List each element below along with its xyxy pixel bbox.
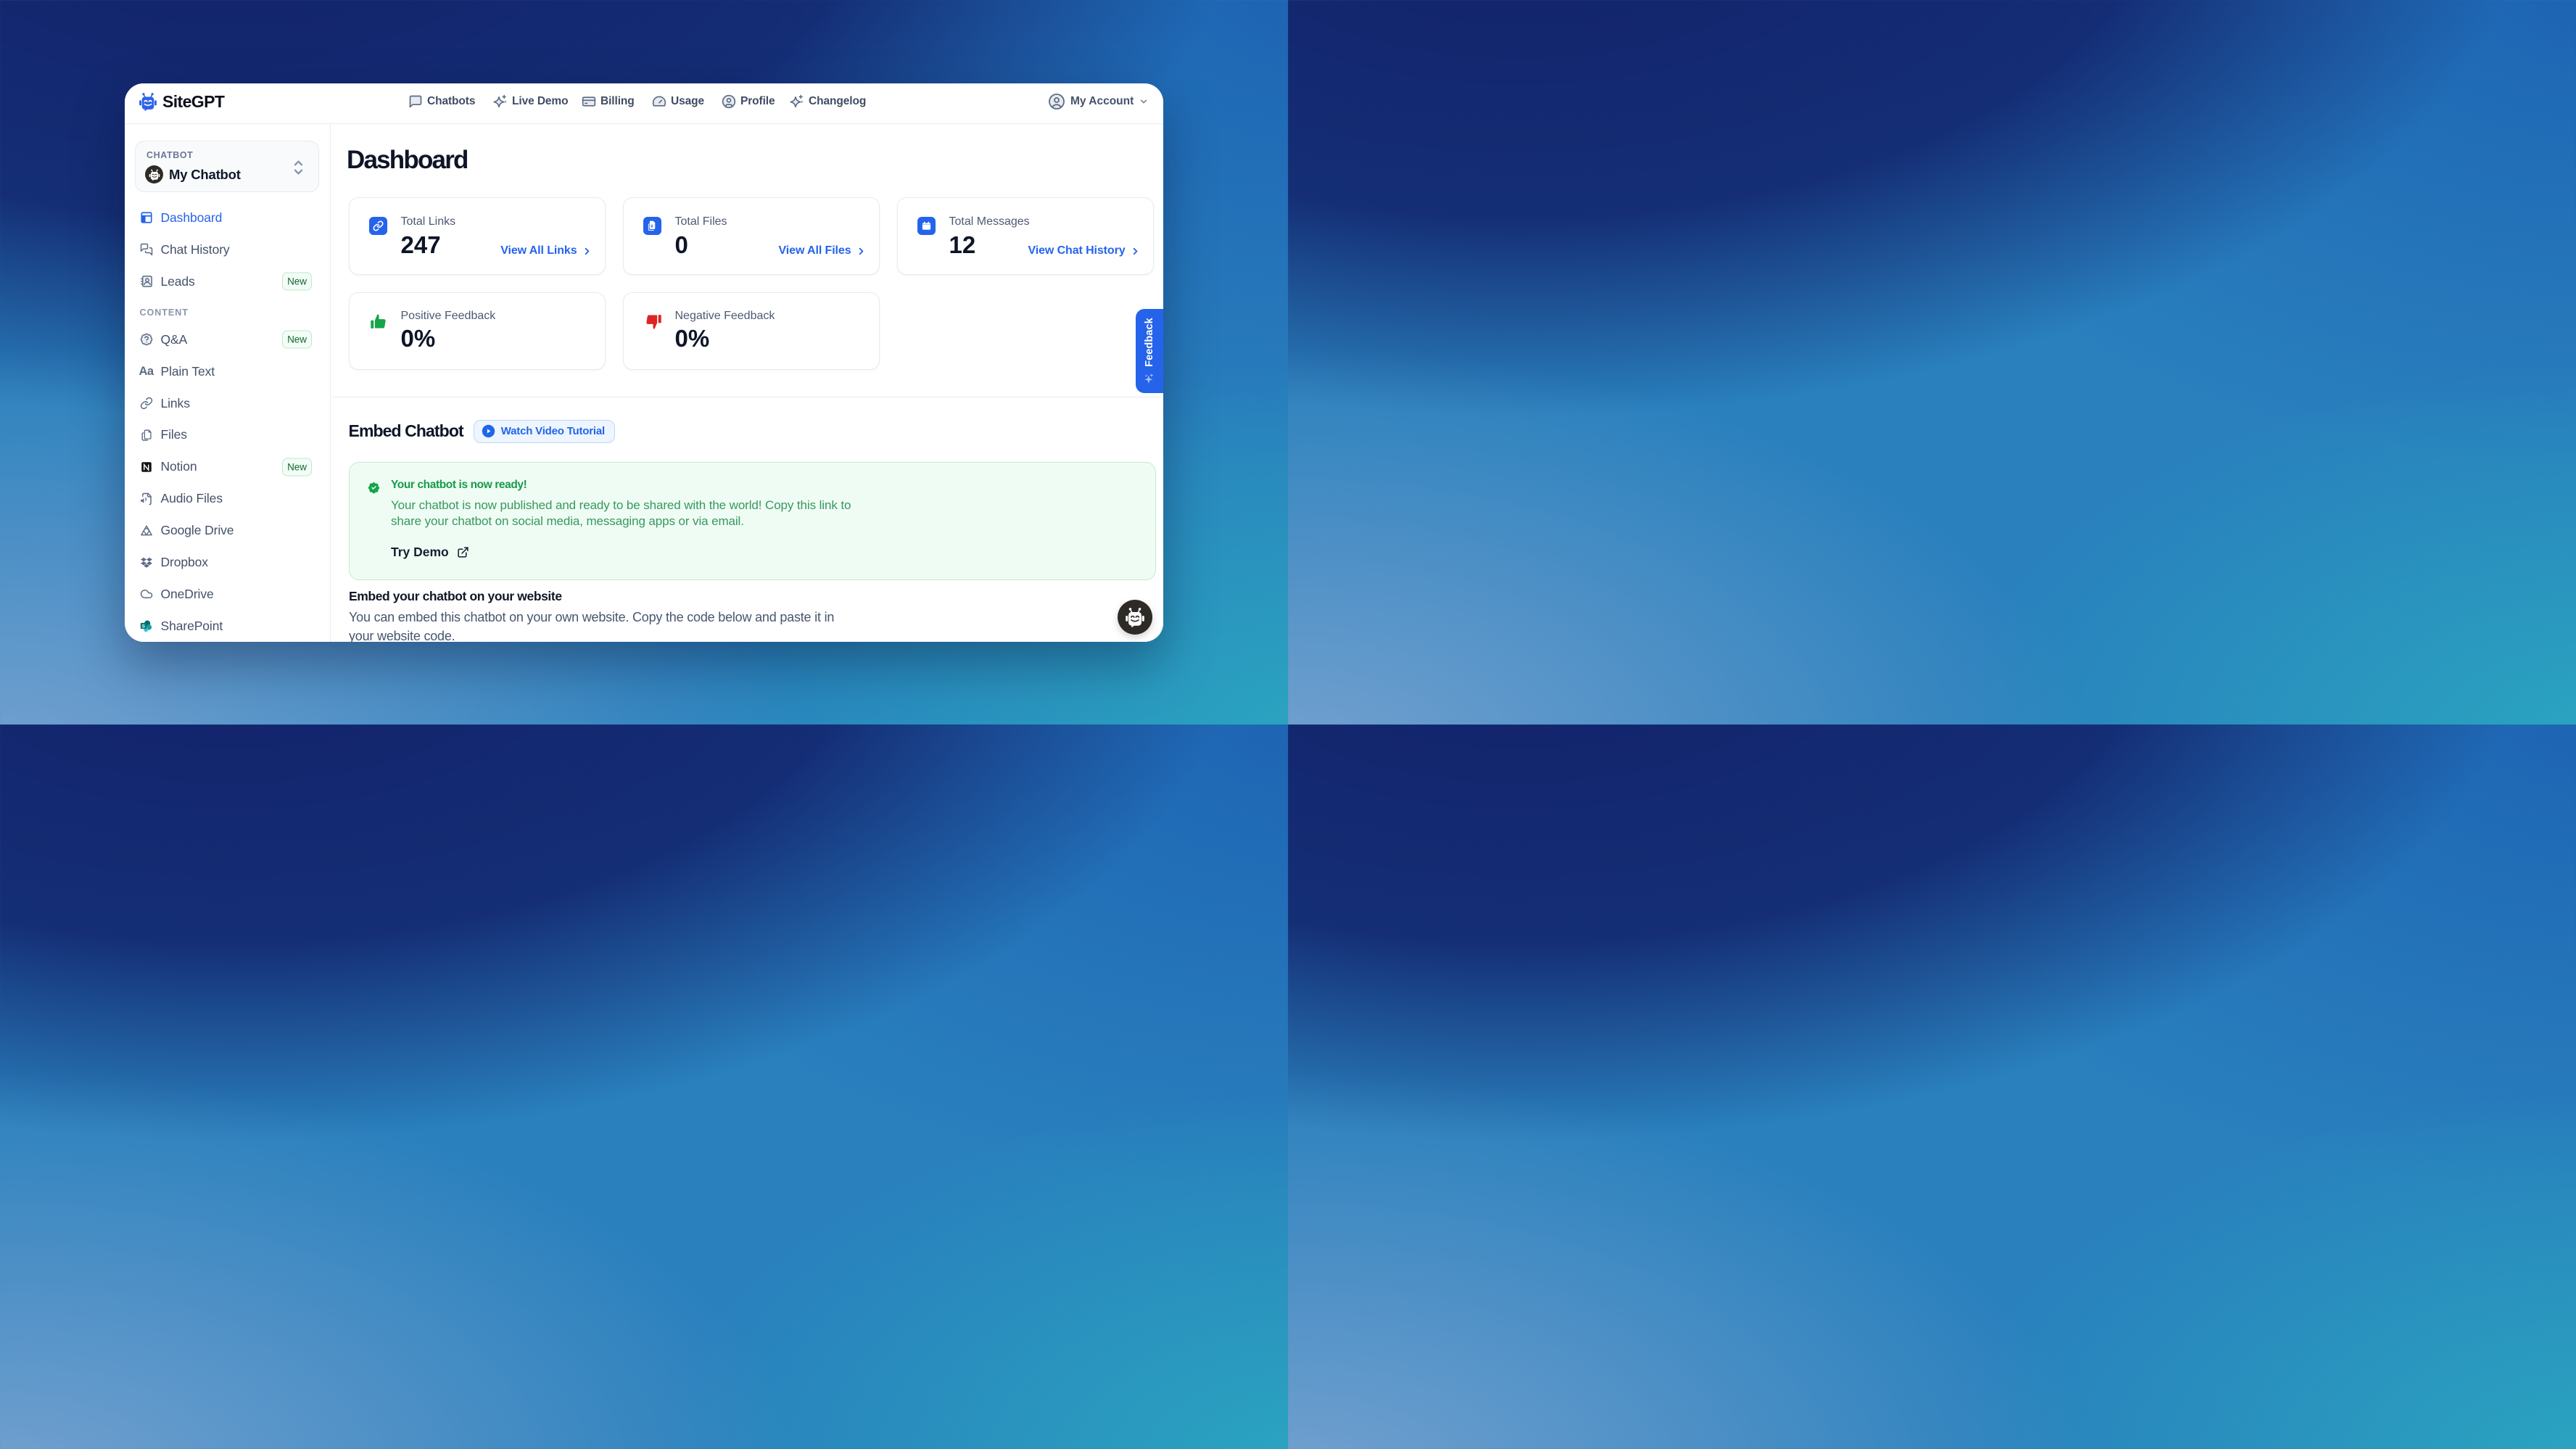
- svg-text:S: S: [141, 624, 144, 629]
